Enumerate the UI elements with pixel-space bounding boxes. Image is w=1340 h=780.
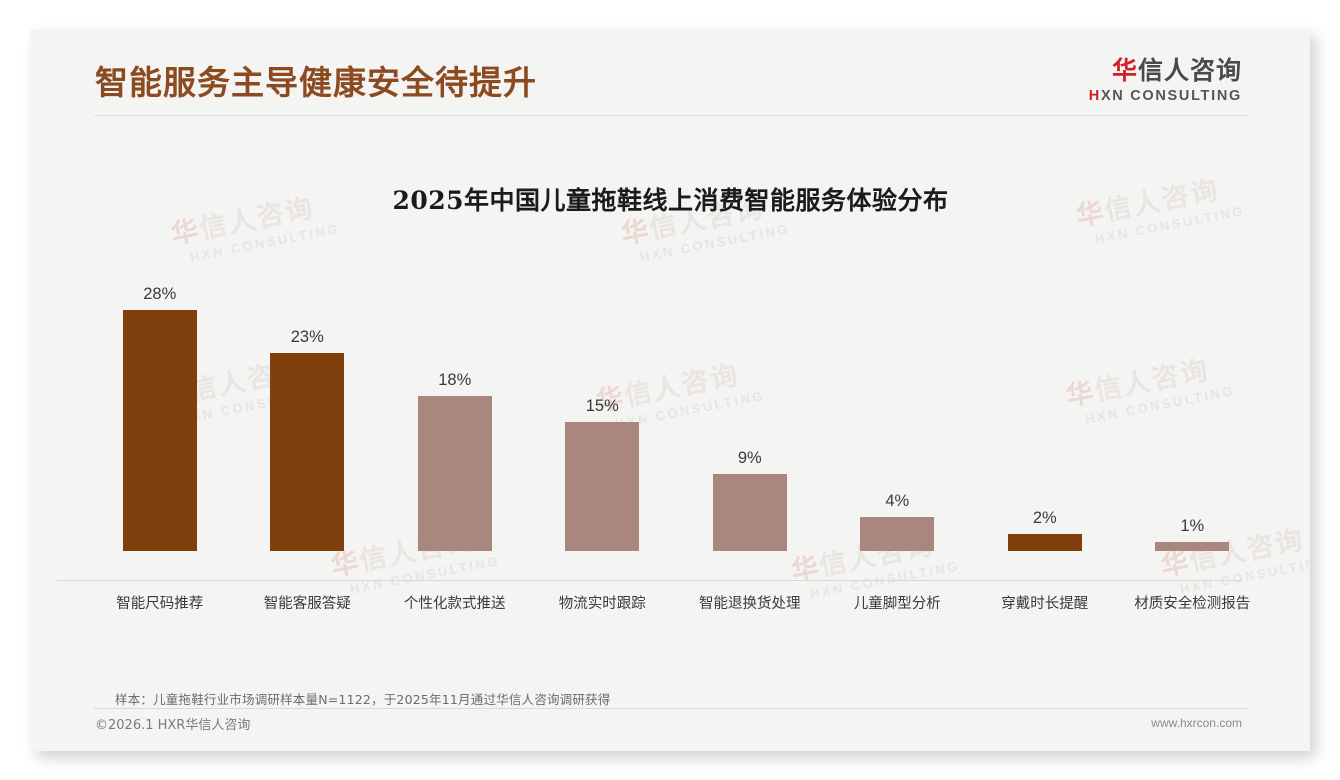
x-axis-label: 个性化款式推送: [404, 596, 506, 612]
watermark-cn-red: 华: [618, 214, 653, 251]
x-axis-label: 智能客服答疑: [263, 596, 351, 612]
bar-group[interactable]: 15%: [529, 261, 677, 551]
bar-group[interactable]: 4%: [824, 261, 972, 551]
chart-plot-area: 28% 23% 18% 15% 9% 4% 2% 1%: [86, 261, 1266, 551]
watermark-cn-red: 华: [168, 214, 203, 251]
x-axis-label: 物流实时跟踪: [558, 596, 646, 612]
copyright-text: ©2026.1 HXR华信人咨询: [95, 718, 251, 733]
brand-logo-en: HXN CONSULTING: [1089, 88, 1242, 104]
bar-rect[interactable]: [270, 353, 345, 551]
watermark-cn-red: 华: [328, 546, 363, 583]
bar-rect[interactable]: [860, 516, 935, 551]
watermark-en: HXN CONSULTING: [188, 220, 342, 265]
bar-value-label: 4%: [885, 491, 910, 510]
x-axis-label: 穿戴时长提醒: [1001, 596, 1089, 612]
bar-value-label: 2%: [1032, 508, 1057, 527]
watermark-cn-red: 华: [1158, 546, 1193, 583]
chart-source-note: 样本：儿童拖鞋行业市场调研样本量N=1122，于2025年11月通过华信人咨询调…: [115, 692, 611, 707]
bar-rect[interactable]: [417, 396, 492, 551]
bar-group[interactable]: 9%: [676, 261, 824, 551]
brand-logo-cn-red: 华: [1111, 56, 1138, 85]
watermark-en: HXN CONSULTING: [1178, 552, 1310, 597]
bar-rect[interactable]: [1007, 533, 1082, 551]
x-axis-label: 材质安全检测报告: [1134, 596, 1251, 612]
x-axis-label: 儿童脚型分析: [853, 596, 941, 612]
bar-series: 28% 23% 18% 15% 9% 4% 2% 1%: [86, 261, 1266, 551]
chart-x-axis-labels: 智能尺码推荐 智能客服答疑 个性化款式推送 物流实时跟踪 智能退换货处理 儿童脚型分析 穿戴…: [86, 592, 1266, 613]
bar-rect[interactable]: [1155, 542, 1230, 551]
x-axis-label: 智能退换货处理: [699, 596, 801, 612]
brand-logo: 华信人咨询 HXN CONSULTING: [1089, 57, 1242, 104]
website-url: www.hxrcon.com: [1151, 716, 1242, 730]
header-divider: [94, 115, 1249, 116]
bar-value-label: 18%: [438, 371, 472, 390]
slide-header: 智能服务主导健康安全待提升: [31, 29, 1310, 120]
bar-group[interactable]: 28%: [86, 261, 234, 551]
bar-rect[interactable]: [565, 422, 640, 551]
bar-group[interactable]: 18%: [381, 261, 529, 551]
bar-rect[interactable]: [712, 473, 787, 551]
slide-footer: ©2026.1 HXR华信人咨询 www.hxrcon.com: [31, 714, 1310, 744]
chart-title: 2025年中国儿童拖鞋线上消费智能服务体验分布: [392, 186, 949, 215]
bar-group[interactable]: 23%: [234, 261, 382, 551]
brand-logo-cn-rest: 信人咨询: [1137, 56, 1242, 85]
brand-logo-en-red: H: [1088, 87, 1101, 104]
watermark-en: HXN CONSULTING: [348, 552, 502, 597]
bar-value-label: 23%: [290, 328, 324, 347]
watermark-cn-red: 华: [788, 551, 823, 588]
slide-card: 华信人咨询 HXN CONSULTING 华信人咨询 HXN CONSULTIN…: [31, 29, 1310, 751]
bar-group[interactable]: 1%: [1119, 261, 1267, 551]
bar-value-label: 9%: [737, 448, 762, 467]
bar-rect[interactable]: [122, 310, 197, 551]
page-title: 智能服务主导健康安全待提升: [95, 63, 537, 102]
chart-axis-baseline: [57, 580, 1242, 581]
brand-logo-en-rest: XN CONSULTING: [1100, 87, 1242, 104]
bar-value-label: 1%: [1180, 517, 1205, 536]
bar-value-label: 15%: [585, 397, 619, 415]
watermark-en: HXN CONSULTING: [638, 220, 792, 265]
brand-logo-cn: 华信人咨询: [1089, 57, 1242, 85]
bar-value-label: 28%: [143, 285, 177, 304]
bar-group[interactable]: 2%: [971, 261, 1119, 551]
chart-container: 2025年中国儿童拖鞋线上消费智能服务体验分布 28% 23% 18% 15% 9% 4%…: [31, 139, 1310, 551]
footer-divider: [94, 708, 1249, 709]
x-axis-label: 智能尺码推荐: [116, 596, 204, 612]
